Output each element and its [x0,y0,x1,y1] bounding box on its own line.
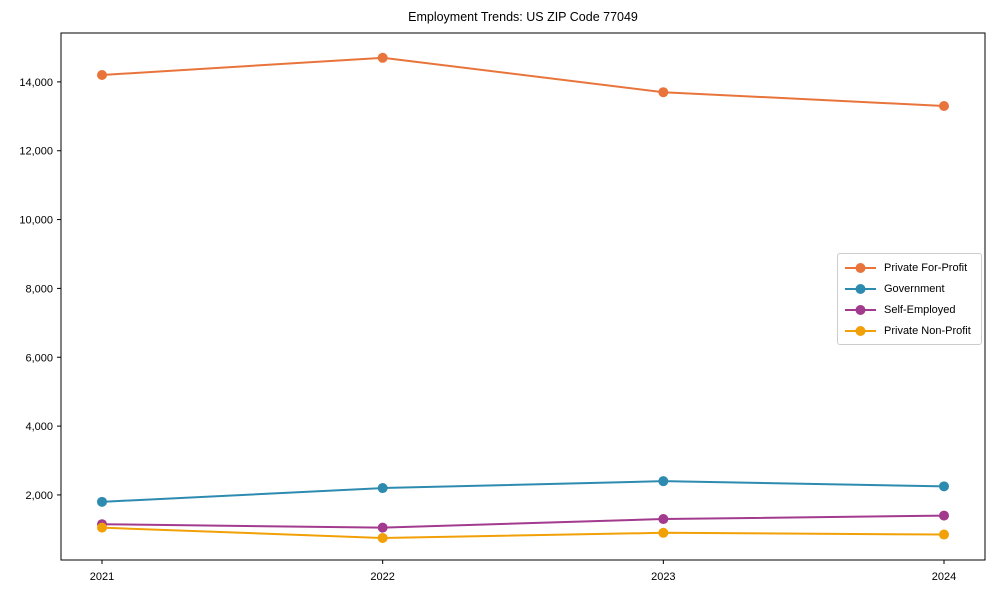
x-tick-label: 2021 [90,571,114,583]
legend-label: Self-Employed [884,303,956,316]
data-point-government-2023 [658,476,669,487]
data-point-private-non-profit-2022 [377,532,388,543]
y-tick-label: 12,000 [19,146,53,158]
y-tick-label: 10,000 [19,215,53,227]
data-point-private-non-profit-2023 [658,527,669,538]
data-point-private-non-profit-2024 [939,529,949,540]
legend-item-government: Government [845,278,974,299]
data-point-private-non-profit-2021 [97,522,107,533]
series-line-private-non-profit [101,526,945,539]
data-point-government-2021 [97,496,107,507]
legend-label: Private For-Profit [884,261,968,274]
legend-marker-icon [845,283,876,294]
series-line-government [101,480,945,503]
legend-item-private-non-profit: Private Non-Profit [845,320,974,341]
series-private-for-profit [97,52,949,111]
data-point-self-employed-2024 [939,510,949,521]
data-point-self-employed-2023 [658,514,669,525]
legend-marker-icon [845,262,876,273]
data-point-private-for-profit-2023 [658,87,669,98]
series-line-private-for-profit [101,56,945,107]
data-point-private-for-profit-2021 [97,69,107,80]
data-point-government-2024 [939,481,949,492]
x-tick-label: 2024 [932,571,956,583]
series-line-self-employed [101,514,945,529]
y-tick-label: 6,000 [25,352,53,364]
legend-label: Private Non-Profit [884,324,971,337]
series-private-non-profit [97,522,949,543]
series-self-employed [97,510,949,533]
legend-label: Government [884,282,945,295]
data-point-self-employed-2022 [377,522,388,533]
data-point-government-2022 [377,483,388,494]
y-tick-label: 14,000 [19,77,53,89]
y-tick-label: 4,000 [25,421,53,433]
legend-marker-icon [845,325,876,336]
series-government [97,476,949,507]
legend-item-self-employed: Self-Employed [845,299,974,320]
legend-marker-icon [845,304,876,315]
data-point-private-for-profit-2022 [377,52,388,63]
legend: Private For-Profit Government Self-Employe… [837,253,982,345]
data-point-private-for-profit-2024 [939,100,949,111]
y-tick-label: 8,000 [25,283,53,295]
chart-title: Employment Trends: US ZIP Code 77049 [408,10,638,24]
y-tick-label: 2,000 [25,490,53,502]
x-tick-label: 2022 [370,571,394,583]
x-tick-label: 2023 [651,571,675,583]
plot-border [60,32,986,561]
legend-item-private-for-profit: Private For-Profit [845,257,974,278]
